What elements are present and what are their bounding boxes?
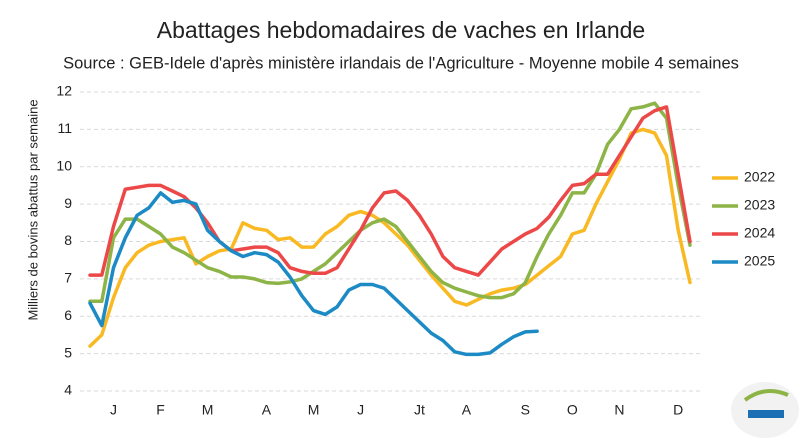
x-tick-label: J xyxy=(357,402,364,418)
x-tick-label: S xyxy=(521,402,530,418)
y-tick-label: 7 xyxy=(64,270,72,286)
x-tick-label: J xyxy=(110,402,117,418)
series-line xyxy=(88,191,539,357)
series-line xyxy=(88,127,692,348)
legend-label: 2022 xyxy=(744,169,775,185)
chart-title: Abattages hebdomadaires de vaches en Irl… xyxy=(157,17,645,43)
y-tick-label: 11 xyxy=(57,120,72,136)
legend-label: 2023 xyxy=(744,197,775,213)
x-tick-label: N xyxy=(614,402,624,418)
x-tick-label: F xyxy=(156,402,165,418)
series-line xyxy=(88,101,692,304)
y-tick-label: 4 xyxy=(64,382,72,398)
y-tick-label: 12 xyxy=(56,83,72,99)
x-tick-label: O xyxy=(567,402,578,418)
x-tick-label: M xyxy=(308,402,320,418)
y-tick-label: 10 xyxy=(56,157,72,173)
y-tick-label: 5 xyxy=(64,344,72,360)
x-tick-label: A xyxy=(462,402,472,418)
y-tick-label: 6 xyxy=(64,307,72,323)
legend-label: 2024 xyxy=(744,225,775,241)
chart-subtitle: Source : GEB-Idele d'après ministère irl… xyxy=(63,54,739,72)
logo xyxy=(731,382,799,438)
y-tick-label: 8 xyxy=(64,232,72,248)
y-tick-label: 9 xyxy=(64,195,72,211)
x-tick-label: A xyxy=(262,402,272,418)
x-tick-label: Jt xyxy=(414,402,425,418)
x-tick-label: M xyxy=(202,402,214,418)
legend-label: 2025 xyxy=(744,253,775,269)
y-axis-label: Milliers de bovins abattus par semaine xyxy=(25,99,40,320)
x-tick-label: D xyxy=(673,402,683,418)
